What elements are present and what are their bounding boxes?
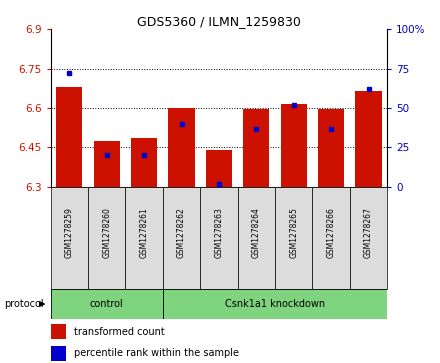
Bar: [163, 289, 387, 319]
Bar: [350, 187, 387, 289]
Bar: [56, 87, 82, 187]
Text: GSM1278261: GSM1278261: [139, 207, 149, 258]
Bar: [275, 187, 312, 289]
Text: GSM1278265: GSM1278265: [289, 207, 298, 258]
Text: protocol: protocol: [4, 299, 44, 309]
Text: control: control: [90, 299, 124, 309]
Text: GSM1278267: GSM1278267: [364, 207, 373, 258]
Text: GSM1278259: GSM1278259: [65, 207, 74, 258]
Bar: [131, 138, 157, 187]
Bar: [243, 109, 269, 187]
Bar: [94, 141, 120, 187]
Bar: [281, 104, 307, 187]
Title: GDS5360 / ILMN_1259830: GDS5360 / ILMN_1259830: [137, 15, 301, 28]
Bar: [51, 289, 163, 319]
Bar: [318, 109, 344, 187]
Bar: [238, 187, 275, 289]
Text: GSM1278266: GSM1278266: [326, 207, 336, 258]
Bar: [88, 187, 125, 289]
Bar: [51, 324, 66, 339]
Bar: [163, 187, 200, 289]
Bar: [169, 108, 194, 187]
Bar: [356, 91, 381, 187]
Bar: [125, 187, 163, 289]
Text: GSM1278264: GSM1278264: [252, 207, 261, 258]
Text: GSM1278260: GSM1278260: [102, 207, 111, 258]
Text: transformed count: transformed count: [74, 327, 165, 337]
Bar: [51, 346, 66, 361]
Bar: [51, 187, 88, 289]
Text: Csnk1a1 knockdown: Csnk1a1 knockdown: [225, 299, 325, 309]
Bar: [312, 187, 350, 289]
Bar: [200, 187, 238, 289]
Bar: [206, 150, 232, 187]
Text: percentile rank within the sample: percentile rank within the sample: [74, 348, 239, 358]
Text: GSM1278263: GSM1278263: [214, 207, 224, 258]
Text: GSM1278262: GSM1278262: [177, 207, 186, 258]
